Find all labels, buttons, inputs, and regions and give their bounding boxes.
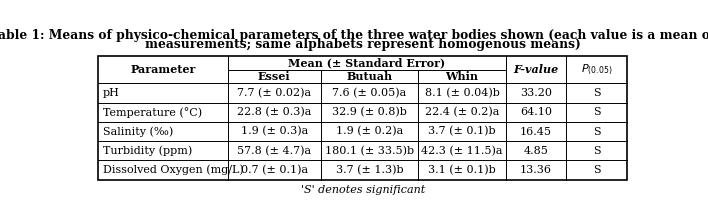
Text: pH: pH: [103, 88, 120, 98]
Text: 57.8 (± 4.7)a: 57.8 (± 4.7)a: [237, 146, 312, 156]
Text: S: S: [593, 107, 600, 117]
Text: Table 1: Means of physico-chemical parameters of the three water bodies shown (e: Table 1: Means of physico-chemical param…: [0, 29, 708, 42]
Text: Temperature (°C): Temperature (°C): [103, 107, 202, 118]
Text: $\mathbf{\mathit{P}}_{(0.05)}$: $\mathbf{\mathit{P}}_{(0.05)}$: [581, 63, 612, 77]
Text: 4.85: 4.85: [524, 146, 549, 156]
Text: 7.6 (± 0.05)a: 7.6 (± 0.05)a: [332, 88, 406, 98]
Text: Mean (± Standard Error): Mean (± Standard Error): [288, 58, 445, 69]
Text: 7.7 (± 0.02)a: 7.7 (± 0.02)a: [237, 88, 312, 98]
Text: Essei: Essei: [258, 71, 290, 82]
Text: 22.4 (± 0.2)a: 22.4 (± 0.2)a: [425, 107, 499, 118]
Text: 33.20: 33.20: [520, 88, 552, 98]
Text: 3.7 (± 1.3)b: 3.7 (± 1.3)b: [336, 165, 404, 175]
Text: 3.1 (± 0.1)b: 3.1 (± 0.1)b: [428, 165, 496, 175]
Text: Butuah: Butuah: [346, 71, 392, 82]
Text: 42.3 (± 11.5)a: 42.3 (± 11.5)a: [421, 146, 503, 156]
Text: Turbidity (ppm): Turbidity (ppm): [103, 146, 192, 156]
Text: 22.8 (± 0.3)a: 22.8 (± 0.3)a: [237, 107, 312, 118]
Text: 1.9 (± 0.2)a: 1.9 (± 0.2)a: [336, 126, 403, 137]
Text: F-value: F-value: [513, 64, 559, 75]
Text: S: S: [593, 88, 600, 98]
Text: 8.1 (± 0.04)b: 8.1 (± 0.04)b: [425, 88, 499, 98]
Bar: [98, 56, 627, 180]
Text: Parameter: Parameter: [130, 64, 196, 75]
Text: S: S: [593, 127, 600, 136]
Text: 32.9 (± 0.8)b: 32.9 (± 0.8)b: [332, 107, 407, 118]
Text: 13.36: 13.36: [520, 165, 552, 175]
Text: Salinity (‰): Salinity (‰): [103, 126, 173, 137]
Text: 16.45: 16.45: [520, 127, 552, 136]
Text: 64.10: 64.10: [520, 107, 552, 117]
Text: 1.9 (± 0.3)a: 1.9 (± 0.3)a: [241, 126, 308, 137]
Text: S: S: [593, 165, 600, 175]
Text: 'S' denotes significant: 'S' denotes significant: [301, 185, 425, 195]
Text: Dissolved Oxygen (mg/L): Dissolved Oxygen (mg/L): [103, 165, 244, 175]
Text: S: S: [593, 146, 600, 156]
Text: Whin: Whin: [445, 71, 479, 82]
Text: 0.7 (± 0.1)a: 0.7 (± 0.1)a: [241, 165, 308, 175]
Text: 3.7 (± 0.1)b: 3.7 (± 0.1)b: [428, 126, 496, 137]
Text: measurements; same alphabets represent homogenous means): measurements; same alphabets represent h…: [145, 38, 581, 51]
Text: 180.1 (± 33.5)b: 180.1 (± 33.5)b: [325, 146, 414, 156]
